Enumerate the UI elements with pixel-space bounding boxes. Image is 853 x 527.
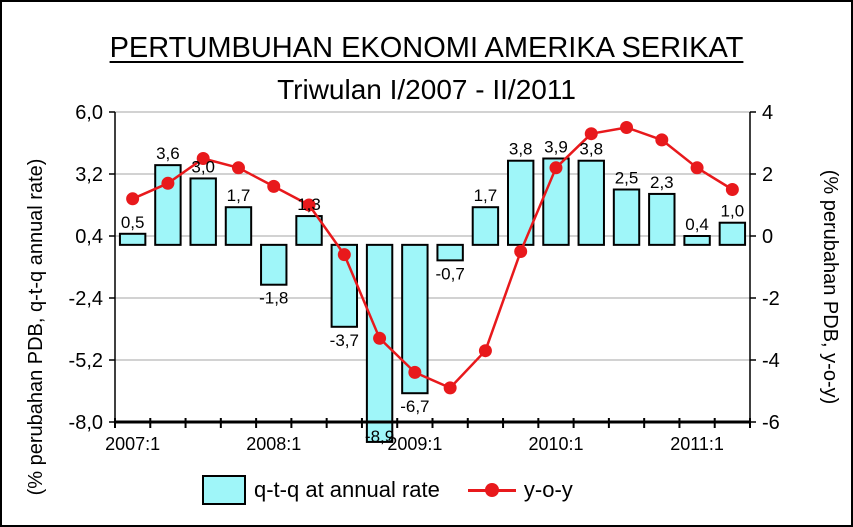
bar-2007:4 <box>224 206 253 246</box>
bar-data-label: -6,7 <box>400 397 429 416</box>
right-axis-tick-label: -4 <box>762 350 780 372</box>
x-axis-tick-label: 2009:1 <box>387 434 442 454</box>
yoy-point-2010:2 <box>584 127 598 141</box>
yoy-point-2011:1 <box>690 161 704 175</box>
left-axis-tick-label: -5,2 <box>69 350 103 372</box>
bar-data-label: 3,9 <box>544 138 568 157</box>
yoy-point-2011:2 <box>725 183 739 196</box>
bar-data-label: 1,3 <box>297 195 321 214</box>
chart-title: PERTUMBUHAN EKONOMI AMERIKA SERIKAT <box>109 32 744 64</box>
chart-subtitle: Triwulan I/2007 - II/2011 <box>277 74 576 105</box>
right-axis-tick-label: 4 <box>762 102 773 124</box>
bar-2009:2 <box>436 243 464 262</box>
yoy-series-line <box>132 126 734 390</box>
bar-data-label: 0,4 <box>685 215 709 234</box>
yoy-point-2010:1 <box>549 161 563 175</box>
yoy-point-2008:1 <box>267 179 281 193</box>
right-axis-tick-label: -2 <box>762 288 780 310</box>
left-axis-title: (% perubahan PDB, q-t-q annual rate) <box>25 159 47 496</box>
right-axis-title: (% perubahan PDB, y-o-y) <box>819 170 841 405</box>
bar-data-label: 3,8 <box>509 140 533 159</box>
right-axis-tick-label: 0 <box>762 226 773 248</box>
yoy-point-2010:3 <box>620 121 634 134</box>
bar-2010:4 <box>648 192 676 246</box>
yoy-point-2007:3 <box>196 152 210 165</box>
bar-data-label: 3,6 <box>156 144 180 163</box>
yoy-point-2009:4 <box>514 245 528 258</box>
bar-2007:1 <box>118 232 147 246</box>
left-axis-tick-label: -8,0 <box>69 412 103 434</box>
bar-data-label: 0,5 <box>121 213 145 232</box>
legend-line-swatch <box>467 475 516 505</box>
left-axis-tick-label: 0,4 <box>75 226 103 248</box>
bar-data-label: 3,0 <box>191 157 215 176</box>
yoy-point-2009:3 <box>478 344 492 358</box>
bar-2010:1 <box>542 157 570 246</box>
left-axis-tick-label: 3,2 <box>75 164 103 186</box>
bar-2007:3 <box>189 177 217 246</box>
legend: q-t-q at annual rate y-o-y <box>202 472 601 508</box>
bar-data-label: 2,5 <box>615 169 639 188</box>
bar-data-label: -3,7 <box>330 331 359 350</box>
yoy-point-2008:2 <box>302 198 316 212</box>
right-axis-tick-label: 2 <box>762 164 773 186</box>
right-axis-tick-label: -6 <box>762 412 780 434</box>
bar-data-label: -8,9 <box>365 427 394 446</box>
yoy-point-2007:4 <box>231 161 245 175</box>
yoy-point-2007:1 <box>126 192 140 206</box>
yoy-point-2009:2 <box>443 381 457 395</box>
bar-2009:3 <box>471 206 500 246</box>
bar-data-label: 3,8 <box>579 140 603 159</box>
yoy-point-2008:3 <box>337 248 351 262</box>
bar-2008:1 <box>260 243 288 286</box>
legend-line-label: y-o-y <box>523 477 573 502</box>
left-axis-tick-label: 6,0 <box>75 102 103 124</box>
bar-data-label: -1,8 <box>259 289 288 308</box>
bar-data-label: 1,7 <box>474 186 498 205</box>
left-axis-tick-label: -2,4 <box>69 288 103 310</box>
yoy-point-2008:4 <box>373 331 387 345</box>
bar-2010:2 <box>577 159 605 246</box>
legend-bar-swatch <box>202 475 246 505</box>
yoy-point-2009:1 <box>408 365 422 379</box>
x-axis-tick-label: 2007:1 <box>105 434 160 454</box>
legend-bar-label: q-t-q at annual rate <box>254 477 440 502</box>
bar-data-label: 2,3 <box>650 173 674 192</box>
bar-data-label: 1,0 <box>721 202 745 221</box>
yoy-point-2007:2 <box>161 176 175 190</box>
bar-2008:2 <box>295 215 323 246</box>
x-axis-tick-label: 2010:1 <box>528 434 583 454</box>
x-axis-tick-label: 2008:1 <box>246 434 301 454</box>
bar-2011:1 <box>683 235 711 246</box>
bar-2010:3 <box>612 188 641 246</box>
yoy-point-2010:4 <box>655 133 669 147</box>
bar-2011:2 <box>718 221 747 246</box>
x-axis-tick-label: 2011:1 <box>670 434 724 454</box>
bar-data-label: -0,7 <box>435 264 464 283</box>
bar-data-label: 1,7 <box>227 186 251 205</box>
